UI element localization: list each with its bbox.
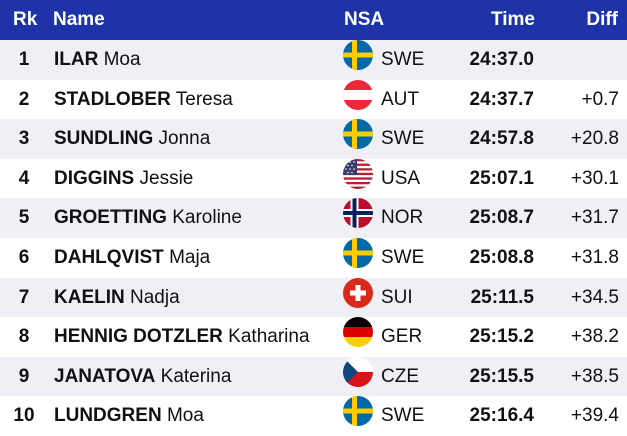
diff-cell: +31.8 [570, 246, 619, 268]
table-body: 1 ILAR Moa SWE 24:37.0 2 STADLOBER Teresa AUT 2… [0, 40, 627, 436]
athlete-first-name: Moa [103, 49, 141, 70]
athlete-last-name: DAHLQVIST [54, 246, 164, 268]
time-cell: 25:15.2 [469, 326, 534, 348]
athlete-name[interactable]: STADLOBER Teresa [54, 80, 233, 120]
table-row[interactable]: 3 SUNDLING Jonna SWE 24:57.8 +20.8 [0, 119, 627, 159]
diff-cell: +31.7 [570, 207, 619, 229]
athlete-first-name: Karoline [172, 207, 242, 229]
athlete-first-name: Teresa [175, 88, 233, 110]
athlete-last-name: JANATOVA [54, 365, 156, 387]
nsa-cell: SUI [381, 286, 413, 308]
rank-cell: 7 [18, 286, 30, 308]
nsa-cell: NOR [381, 207, 424, 229]
header-diff: Diff [586, 9, 618, 30]
rank-cell: 2 [18, 88, 30, 110]
athlete-name[interactable]: HENNIG DOTZLER Katharina [54, 317, 310, 357]
rank-cell: 1 [18, 49, 30, 70]
sweden-flag-icon [343, 396, 373, 427]
time-cell: 25:16.4 [469, 405, 534, 427]
rank-cell: 3 [18, 128, 30, 150]
czech-flag-icon [343, 356, 373, 387]
athlete-name[interactable]: LUNDGREN Moa [54, 396, 204, 436]
athlete-first-name: Moa [166, 405, 204, 427]
diff-cell: +34.5 [570, 286, 619, 308]
sweden-flag-icon [343, 119, 373, 150]
athlete-name[interactable]: JANATOVA Katerina [54, 357, 231, 397]
table-row[interactable]: 6 DAHLQVIST Maja SWE 25:08.8 +31.8 [0, 237, 627, 278]
table-row[interactable]: 10 LUNDGREN Moa SWE 25:16.4 +39.4 [0, 396, 627, 436]
table-header: Rk Name NSA Time Diff [0, 0, 627, 40]
rank-cell: 8 [18, 326, 30, 348]
nsa-cell: SWE [381, 246, 425, 268]
athlete-last-name: ILAR [54, 49, 99, 70]
athlete-last-name: KAELIN [54, 286, 125, 308]
athlete-first-name: Jessie [139, 167, 194, 189]
rank-cell: 10 [13, 405, 35, 427]
rank-cell: 4 [18, 167, 30, 189]
time-cell: 25:15.5 [469, 365, 534, 387]
time-cell: 24:57.8 [469, 128, 534, 150]
athlete-name[interactable]: SUNDLING Jonna [54, 119, 210, 159]
diff-cell: +30.1 [570, 167, 619, 189]
table-row[interactable]: 7 KAELIN Nadja SUI 25:11.5 +34.5 [0, 277, 627, 318]
sweden-flag-icon [343, 40, 373, 70]
norway-flag-icon [343, 198, 373, 229]
athlete-first-name: Jonna [158, 128, 211, 150]
athlete-last-name: DIGGINS [54, 167, 135, 189]
time-cell: 25:07.1 [469, 167, 534, 189]
header-rank: Rk [13, 9, 38, 30]
germany-flag-icon [343, 317, 373, 348]
table-row[interactable]: 1 ILAR Moa SWE 24:37.0 [0, 40, 627, 80]
switzerland-flag-icon [343, 277, 373, 308]
time-cell: 24:37.7 [469, 88, 534, 110]
diff-cell: +20.8 [570, 128, 619, 150]
time-cell: 25:08.7 [469, 207, 534, 229]
diff-cell: +38.5 [570, 365, 619, 387]
athlete-last-name: SUNDLING [54, 128, 154, 150]
athlete-name[interactable]: DAHLQVIST Maja [54, 238, 210, 278]
header-nsa: NSA [344, 9, 385, 30]
table-row[interactable]: 4 DIGGINS Jessie USA 25:07.1 +30.1 [0, 158, 627, 199]
time-cell: 24:37.0 [469, 49, 534, 70]
time-cell: 25:08.8 [469, 246, 534, 268]
rank-cell: 6 [18, 246, 30, 268]
rank-cell: 5 [18, 207, 30, 229]
table-row[interactable]: 2 STADLOBER Teresa AUT 24:37.7 +0.7 [0, 79, 627, 120]
nsa-cell: USA [381, 167, 421, 189]
table-row[interactable]: 9 JANATOVA Katerina CZE 25:15.5 +38.5 [0, 356, 627, 397]
header-time: Time [490, 9, 535, 30]
sweden-flag-icon [343, 237, 373, 268]
athlete-name[interactable]: ILAR Moa [54, 40, 141, 80]
athlete-last-name: STADLOBER [54, 88, 171, 110]
header-name: Name [53, 9, 105, 30]
athlete-last-name: GROETTING [54, 207, 167, 229]
diff-cell: +39.4 [570, 405, 619, 427]
nsa-cell: GER [381, 326, 423, 348]
athlete-first-name: Nadja [130, 286, 180, 308]
usa-flag-icon [343, 158, 373, 189]
nsa-cell: CZE [381, 365, 419, 387]
time-cell: 25:11.5 [470, 286, 534, 308]
athlete-last-name: LUNDGREN [54, 405, 162, 427]
nsa-cell: SWE [381, 128, 425, 150]
rank-cell: 9 [18, 365, 30, 387]
nsa-cell: AUT [381, 88, 419, 110]
athlete-name[interactable]: KAELIN Nadja [54, 278, 180, 318]
nsa-cell: SWE [381, 405, 425, 427]
diff-cell: +0.7 [581, 88, 619, 110]
athlete-name[interactable]: GROETTING Karoline [54, 198, 242, 238]
austria-flag-icon [343, 79, 373, 110]
table-row[interactable]: 8 HENNIG DOTZLER Katharina GER 25:15.2 +38.2 [0, 317, 627, 357]
table-row[interactable]: 5 GROETTING Karoline NOR 25:08.7 +31.7 [0, 198, 627, 238]
athlete-name[interactable]: DIGGINS Jessie [54, 159, 193, 199]
nsa-cell: SWE [381, 49, 425, 70]
athlete-first-name: Katerina [160, 365, 232, 387]
athlete-first-name: Katharina [228, 326, 310, 348]
diff-cell: +38.2 [570, 326, 619, 348]
athlete-last-name: HENNIG DOTZLER [54, 326, 223, 348]
athlete-first-name: Maja [169, 246, 211, 268]
